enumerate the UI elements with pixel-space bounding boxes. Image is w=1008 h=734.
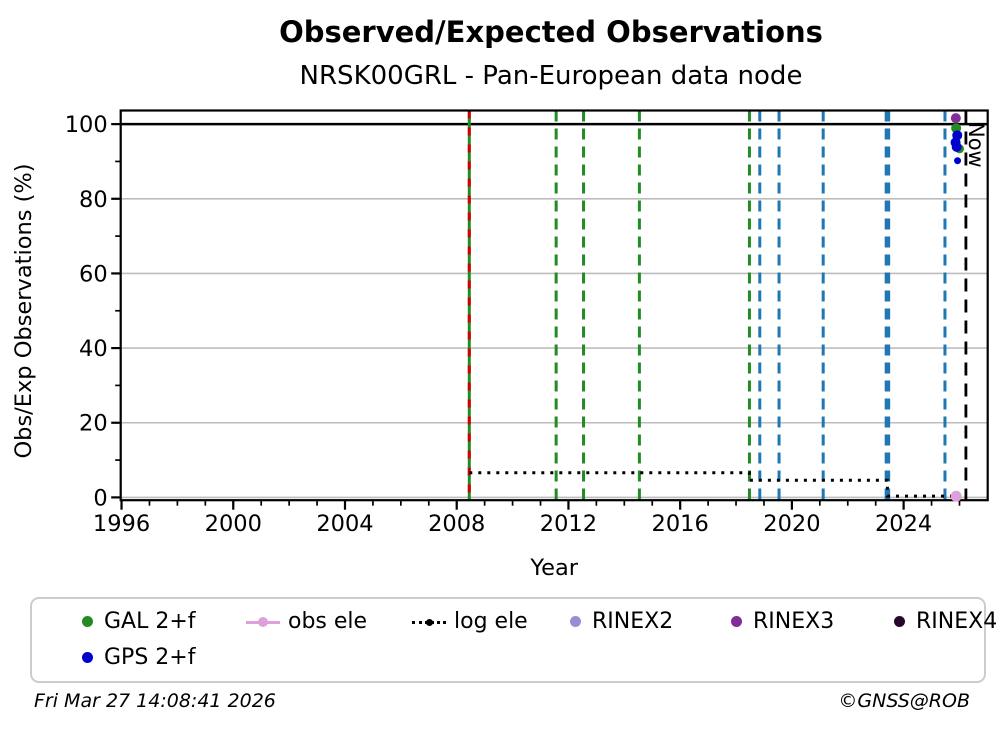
x-tick-label: 2020 xyxy=(763,511,820,537)
rinex4-dot-icon xyxy=(894,616,905,627)
y-tick-label: 100 xyxy=(65,112,108,138)
legend-item-log-ele: log ele xyxy=(412,608,528,635)
x-tick-label: 2016 xyxy=(652,511,709,537)
chart-subtitle: NRSK00GRL - Pan-European data node xyxy=(299,61,803,91)
y-tick-label: 40 xyxy=(79,336,108,362)
y-tick-label: 0 xyxy=(93,485,107,511)
x-axis-label: Year xyxy=(529,555,578,581)
data-point xyxy=(950,490,962,502)
legend-item-gps: GPS 2+f xyxy=(82,644,195,671)
gps-dot-icon xyxy=(82,652,93,663)
timestamp: Fri Mar 27 14:08:41 2026 xyxy=(34,690,276,712)
y-tick-label: 80 xyxy=(79,187,108,213)
legend-label: log ele xyxy=(454,609,528,634)
legend-label: RINEX4 xyxy=(916,609,998,634)
chart-plot-area: Now 1996 2000 2004 2008 2012 2016 2020 2024 0 20 40… xyxy=(11,109,989,581)
x-tick-label: 2008 xyxy=(428,511,485,537)
y-tick-label: 60 xyxy=(79,261,108,287)
data-point xyxy=(954,157,962,165)
legend-label: RINEX2 xyxy=(592,609,674,634)
gal-dot-icon xyxy=(82,616,93,627)
now-label: Now xyxy=(964,122,988,168)
legend-label: GAL 2+f xyxy=(104,609,196,634)
log-ele-dotted-line-icon xyxy=(412,611,446,633)
y-axis-label: Obs/Exp Observations (%) xyxy=(11,163,37,458)
chart-title: Observed/Expected Observations xyxy=(279,15,823,49)
legend-item-obs-ele: obs ele xyxy=(246,608,367,635)
data-point xyxy=(951,141,962,152)
legend-item-rinex4: RINEX4 xyxy=(894,608,997,635)
rinex3-dot-icon xyxy=(731,616,742,627)
x-tick-label: 1996 xyxy=(93,511,150,537)
log-ele-line xyxy=(469,471,958,498)
copyright: ©GNSS@ROB xyxy=(838,690,970,712)
obs-ele-line-marker-icon xyxy=(246,611,280,633)
rinex2-dot-icon xyxy=(570,616,581,627)
legend-label: obs ele xyxy=(288,609,368,634)
y-tick-label: 20 xyxy=(79,411,108,437)
x-tick-label: 2024 xyxy=(875,511,932,537)
chart-legend: GAL 2+f obs ele log ele RINEX2 RINEX3 RI… xyxy=(30,597,997,683)
x-tick-label: 2000 xyxy=(205,511,262,537)
legend-label: GPS 2+f xyxy=(104,645,196,670)
plot-border xyxy=(119,109,989,502)
x-tick-label: 2004 xyxy=(316,511,373,537)
data-point xyxy=(950,113,961,124)
legend-item-gal: GAL 2+f xyxy=(82,608,196,635)
legend-item-rinex2: RINEX2 xyxy=(570,608,673,635)
legend-label: RINEX3 xyxy=(753,609,835,634)
legend-item-rinex3: RINEX3 xyxy=(731,608,834,635)
x-tick-label: 2012 xyxy=(540,511,597,537)
